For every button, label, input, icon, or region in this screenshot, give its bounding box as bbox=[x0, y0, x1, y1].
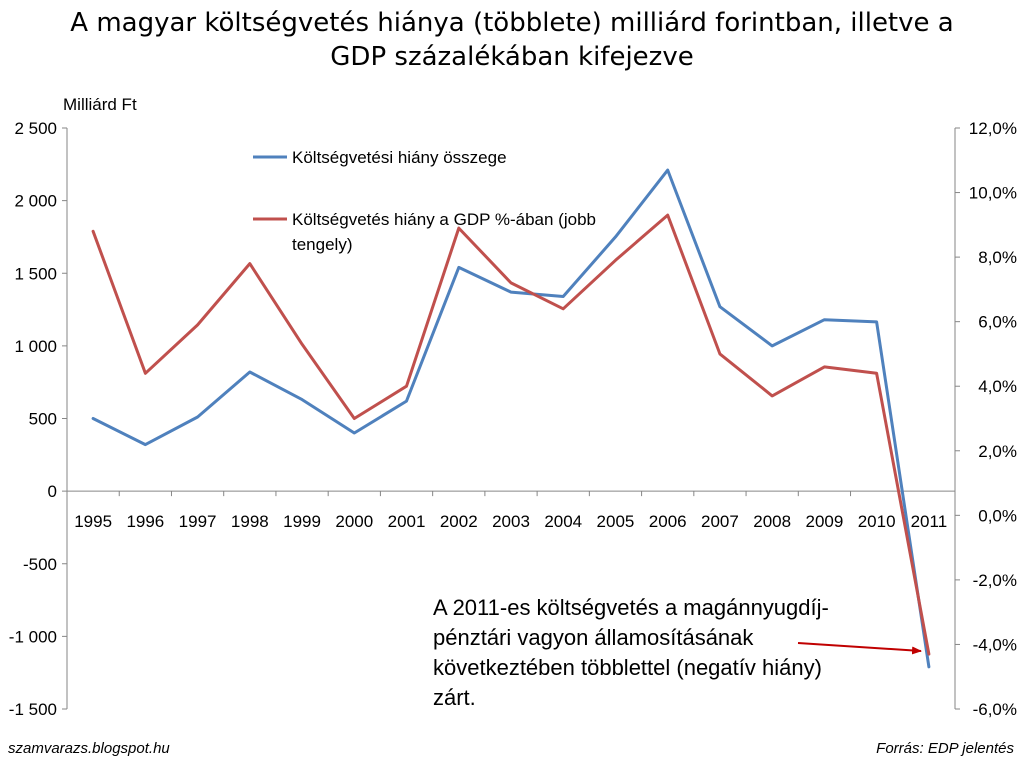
x-tick-label: 2008 bbox=[753, 512, 791, 531]
left-tick-label: -1 500 bbox=[9, 700, 57, 719]
chart-title: A magyar költségvetés hiánya (többlete) … bbox=[0, 6, 1024, 74]
left-tick-label: 500 bbox=[29, 410, 57, 429]
x-tick-label: 1998 bbox=[231, 512, 269, 531]
left-tick-label: -1 000 bbox=[9, 627, 57, 646]
legend-label: Költségvetés hiány a GDP %-ában (jobb bbox=[292, 210, 596, 229]
x-tick-label: 2002 bbox=[440, 512, 478, 531]
x-tick-label: 2010 bbox=[858, 512, 896, 531]
right-tick-label: -6,0% bbox=[973, 700, 1017, 719]
x-tick-label: 2007 bbox=[701, 512, 739, 531]
right-tick-label: 0,0% bbox=[978, 506, 1017, 525]
legend-label: tengely) bbox=[292, 235, 352, 254]
annotation-text: A 2011-es költségvetés a magánnyugdíj- bbox=[433, 595, 829, 620]
footer-source-blog: szamvarazs.blogspot.hu bbox=[8, 740, 170, 757]
x-tick-label: 2001 bbox=[388, 512, 426, 531]
legend: Költségvetési hiány összege Költségvetés … bbox=[253, 148, 596, 254]
right-tick-label: -2,0% bbox=[973, 571, 1017, 590]
left-tick-label: 1 500 bbox=[14, 264, 57, 283]
right-tick-label: 4,0% bbox=[978, 377, 1017, 396]
right-tick-label: 8,0% bbox=[978, 248, 1017, 267]
left-axis-label: Milliárd Ft bbox=[63, 95, 137, 114]
x-tick-label: 2003 bbox=[492, 512, 530, 531]
annotation-text: pénztári vagyon államosításának bbox=[433, 625, 754, 650]
right-tick-label: -4,0% bbox=[973, 635, 1017, 654]
x-tick-label: 1997 bbox=[179, 512, 217, 531]
right-tick-label: 6,0% bbox=[978, 313, 1017, 332]
series-line-amount bbox=[91, 168, 931, 669]
chart-title-line2: GDP százalékában kifejezve bbox=[330, 42, 694, 72]
left-tick-label: -500 bbox=[23, 555, 57, 574]
x-tick-label: 2006 bbox=[649, 512, 687, 531]
axes: 2 500 2 000 1 500 1 000 500 0 -500 -1 000 -1 500… bbox=[9, 119, 1017, 719]
series-line-gdp-percent bbox=[91, 213, 931, 656]
right-tick-label: 12,0% bbox=[969, 119, 1017, 138]
annotation-text: következtében többlettel (negatív hiány) bbox=[433, 655, 822, 680]
series-lines bbox=[91, 168, 931, 669]
x-tick-label: 2009 bbox=[805, 512, 843, 531]
chart-title-line1: A magyar költségvetés hiánya (többlete) … bbox=[70, 8, 954, 38]
x-tick-label: 2000 bbox=[335, 512, 373, 531]
x-tick-label: 1996 bbox=[126, 512, 164, 531]
x-tick-label: 2004 bbox=[544, 512, 582, 531]
footer-source-report: Forrás: EDP jelentés bbox=[876, 740, 1014, 757]
x-tick-label: 1999 bbox=[283, 512, 321, 531]
annotation-arrow bbox=[797, 642, 922, 655]
right-tick-label: 2,0% bbox=[978, 442, 1017, 461]
left-tick-label: 1 000 bbox=[14, 337, 57, 356]
left-tick-label: 2 000 bbox=[14, 192, 57, 211]
annotation: A 2011-es költségvetés a magánnyugdíj-pé… bbox=[433, 595, 922, 710]
annotation-text: zárt. bbox=[433, 685, 476, 710]
x-tick-label: 2011 bbox=[911, 512, 948, 531]
legend-label: Költségvetési hiány összege bbox=[292, 148, 507, 167]
x-tick-label: 2005 bbox=[597, 512, 635, 531]
right-tick-label: 10,0% bbox=[969, 184, 1017, 203]
left-tick-label: 0 bbox=[48, 482, 57, 501]
x-tick-label: 1995 bbox=[74, 512, 112, 531]
left-tick-label: 2 500 bbox=[14, 119, 57, 138]
